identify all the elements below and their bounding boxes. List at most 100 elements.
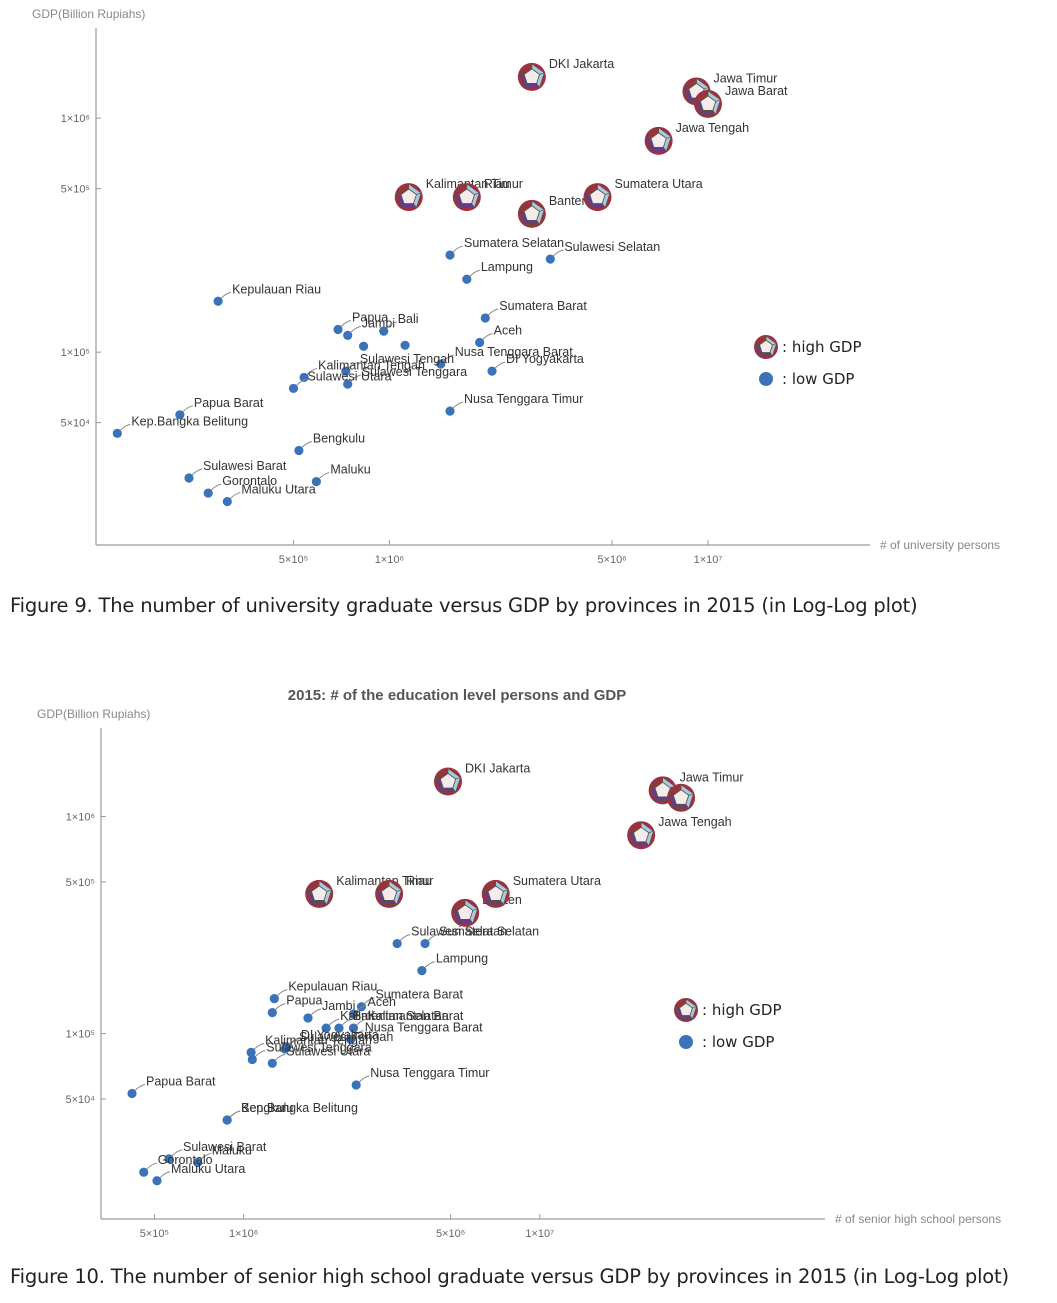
y-tick-label: 1×10⁵ <box>66 1029 95 1041</box>
point-label: Sulawesi Tengah <box>360 352 454 366</box>
point-label: Jawa Timur <box>680 770 744 784</box>
x-tick-label: 5×10⁶ <box>597 554 626 566</box>
leader-line <box>487 308 499 316</box>
data-point-low <box>341 366 351 376</box>
leader-line <box>348 361 359 369</box>
data-point-low <box>269 993 279 1004</box>
x-tick-label: 5×10⁵ <box>140 1228 169 1240</box>
point-label: Sumatera Selatan <box>439 925 539 939</box>
legend-low-label: : low GDP <box>782 370 854 388</box>
leader-line <box>341 1018 353 1026</box>
leader-line <box>254 1050 266 1057</box>
point-label: Kalimantan Barat <box>367 1009 463 1023</box>
x-tick-label: 5×10⁶ <box>436 1228 465 1240</box>
leader-line <box>328 1018 340 1026</box>
y-tick-label: 5×10⁴ <box>60 418 90 430</box>
data-point-low <box>203 488 213 498</box>
point-label: Riau <box>406 874 432 888</box>
point-label: Sulawesi Barat <box>203 459 287 473</box>
legend-high-label: : high GDP <box>782 338 862 356</box>
leader-line <box>274 1003 286 1010</box>
point-label: Bali <box>353 1009 374 1023</box>
point-label: Maluku <box>330 463 370 477</box>
data-point-low <box>487 366 497 376</box>
data-point-low <box>343 330 353 340</box>
data-point-high <box>693 89 722 118</box>
data-point-low <box>311 476 321 487</box>
point-label: DKI Jakarta <box>549 57 614 71</box>
point-label: Kalimantan Tengah <box>318 358 425 372</box>
leader-line <box>229 1110 241 1118</box>
leader-line <box>210 483 222 491</box>
data-point-low <box>334 1023 344 1033</box>
leader-line <box>276 989 288 996</box>
leader-line <box>350 374 361 382</box>
leader-line <box>356 1018 367 1026</box>
point-label: Kalimantan Selatan <box>340 1009 448 1023</box>
point-label: Riau <box>484 177 510 191</box>
leader-line <box>452 245 464 253</box>
legend-low-label: : low GDP <box>702 1033 774 1051</box>
point-label: Sumatera Utara <box>513 874 601 888</box>
leader-line <box>469 269 480 277</box>
leader-line <box>358 1075 370 1083</box>
leader-line <box>552 249 564 257</box>
data-point-low <box>280 1044 290 1054</box>
point-label: Kalimantan Timur <box>426 177 523 191</box>
point-label: Papua Barat <box>146 1074 216 1088</box>
leader-line <box>364 997 375 1005</box>
data-point-low <box>184 473 194 483</box>
point-label: Sulawesi Tengah <box>299 1030 393 1044</box>
data-point-low <box>400 340 410 350</box>
point-label: Bengkulu <box>313 432 365 446</box>
leader-line <box>340 320 352 327</box>
point-label: Kep.Bangka Belitung <box>241 1101 358 1115</box>
point-label: Kepulauan Riau <box>288 980 377 994</box>
data-point-low <box>222 496 232 507</box>
data-point-low <box>303 1013 313 1023</box>
point-label: Kep.Bangka Belitung <box>131 414 248 428</box>
leader-line <box>356 1004 367 1012</box>
data-point-low <box>379 326 389 336</box>
x-axis-label: # of senior high school persons <box>835 1212 1001 1226</box>
point-label: Sulawesi Tenggara <box>266 1041 371 1055</box>
data-point-low <box>222 1115 232 1125</box>
data-point-high <box>481 879 510 908</box>
point-label: Maluku Utara <box>241 483 315 497</box>
data-point-high <box>627 821 656 850</box>
data-point-high <box>644 126 673 155</box>
leader-line <box>191 468 203 476</box>
data-point-low <box>193 1157 203 1168</box>
leader-line <box>220 291 232 299</box>
data-point-low <box>288 383 299 394</box>
data-point-low <box>267 1058 277 1068</box>
data-point-low <box>175 410 185 420</box>
point-label: Maluku <box>212 1143 252 1157</box>
point-label: Papua Barat <box>194 396 264 410</box>
leader-line <box>171 1149 183 1157</box>
y-tick-label: 1×10⁶ <box>66 812 95 824</box>
figure-10: 2015: # of the education level persons a… <box>0 660 1057 1303</box>
point-label: Bengkulu <box>241 1101 293 1115</box>
point-label: Papua <box>286 994 322 1008</box>
point-label: Papua <box>352 310 388 324</box>
leader-line <box>452 401 464 409</box>
point-label: Gorontalo <box>158 1153 213 1167</box>
data-point-low <box>139 1167 149 1177</box>
leader-line <box>119 423 131 431</box>
x-tick-label: 1×10⁶ <box>375 554 404 566</box>
leader-line <box>443 354 454 362</box>
data-point-low <box>348 1023 359 1033</box>
data-point-low <box>213 296 223 306</box>
leader-line <box>200 1152 211 1160</box>
data-point-low <box>417 966 427 976</box>
figure-9: GDP(Billion Rupiahs) # of university pers… <box>0 0 1057 640</box>
data-point-low <box>127 1088 137 1099</box>
data-point-high <box>517 199 546 228</box>
point-label: Sumatera Barat <box>499 299 587 313</box>
data-point-high <box>305 879 334 908</box>
point-label: Gorontalo <box>222 474 277 488</box>
data-point-low <box>321 1023 331 1033</box>
leader-line <box>399 934 411 941</box>
data-point-low <box>392 938 402 949</box>
